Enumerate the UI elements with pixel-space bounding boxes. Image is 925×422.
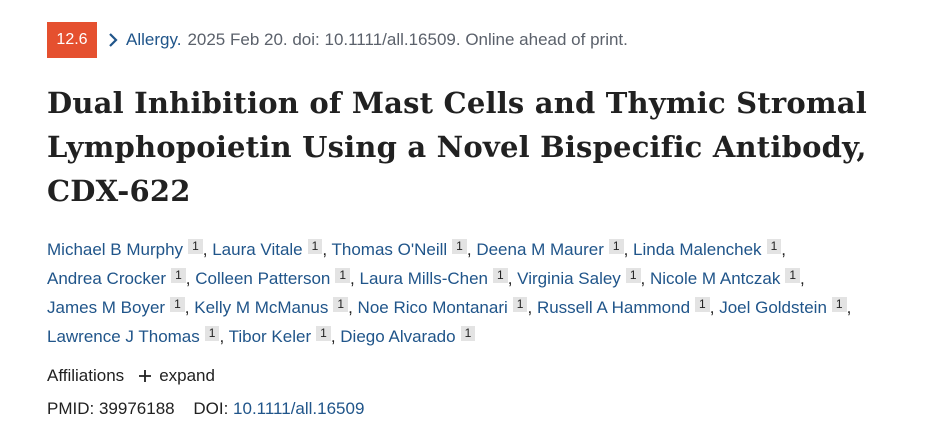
author-item: Michael B Murphy 1, [47, 239, 208, 259]
author-separator: , [322, 240, 328, 259]
author-name-link[interactable]: Michael B Murphy [47, 240, 184, 259]
author-name-link[interactable]: Lawrence J Thomas [47, 327, 200, 346]
author-name-link[interactable]: Thomas O'Neill [331, 240, 448, 259]
affiliation-ref-link[interactable]: 1 [460, 326, 476, 341]
affiliation-ref-link[interactable]: 1 [171, 268, 186, 283]
affiliation-ref-link[interactable]: 1 [493, 268, 508, 283]
author-separator: , [846, 298, 852, 317]
author-item: Noe Rico Montanari 1, [357, 297, 533, 317]
author-separator: , [640, 269, 646, 288]
citation-line: 12.6 Allergy. 2025 Feb 20. doi: 10.1111/… [47, 22, 628, 58]
affiliation-ref-link[interactable]: 1 [333, 297, 349, 312]
citation-details: 2025 Feb 20. doi: 10.1111/all.16509. Onl… [187, 30, 628, 49]
author-separator: , [348, 298, 353, 317]
affiliations-label: Affiliations [47, 366, 125, 385]
author-name-link[interactable]: Noe Rico Montanari [357, 298, 508, 317]
journal-link[interactable]: Allergy. [126, 30, 182, 49]
affiliation-ref-link[interactable]: 1 [512, 297, 528, 312]
author-separator: , [800, 269, 805, 288]
affiliation-ref-link[interactable]: 1 [307, 239, 323, 254]
author-name-link[interactable]: Laura Vitale [212, 240, 303, 259]
author-separator: , [350, 269, 355, 288]
plus-icon [139, 370, 152, 382]
author-item: Lawrence J Thomas 1, [47, 326, 225, 346]
author-name-link[interactable]: Laura Mills-Chen [359, 269, 489, 288]
author-item: Andrea Crocker 1, [47, 268, 191, 288]
author-name-link[interactable]: Diego Alvarado [340, 327, 456, 346]
expand-affiliations-button[interactable]: expand [138, 366, 215, 386]
author-item: Tibor Keler 1, [228, 326, 336, 346]
affiliation-ref-link[interactable]: 1 [785, 268, 801, 283]
author-item: Joel Goldstein 1, [719, 297, 852, 317]
author-name-link[interactable]: Linda Malenchek [633, 240, 762, 259]
author-separator: , [781, 240, 786, 259]
author-separator: , [184, 298, 190, 317]
author-item: Deena M Maurer 1, [476, 239, 629, 259]
author-name-link[interactable]: Joel Goldstein [719, 298, 827, 317]
author-name-link[interactable]: Russell A Hammond [536, 298, 691, 317]
affiliation-ref-link[interactable]: 1 [188, 239, 203, 254]
affiliation-ref-link[interactable]: 1 [625, 268, 641, 283]
author-item: Kelly M McManus 1, [194, 297, 353, 317]
pmid-value: 39976188 [98, 399, 175, 418]
author-item: Colleen Patterson 1, [195, 268, 355, 288]
author-item: Linda Malenchek 1, [633, 239, 786, 259]
author-item: Nicole M Antczak 1, [649, 268, 805, 288]
author-separator: , [185, 269, 191, 288]
author-name-link[interactable]: Andrea Crocker [47, 269, 167, 288]
doi-label: DOI: [193, 399, 229, 418]
impact-factor-badge[interactable]: 12.6 [47, 22, 97, 58]
author-separator: , [527, 298, 533, 317]
author-separator: , [466, 240, 472, 259]
affiliation-ref-link[interactable]: 1 [766, 239, 782, 254]
author-separator: , [623, 240, 629, 259]
author-separator: , [202, 240, 208, 259]
affiliation-ref-link[interactable]: 1 [831, 297, 847, 312]
affiliation-ref-link[interactable]: 1 [316, 326, 331, 341]
author-separator: , [219, 327, 225, 346]
identifiers-row: PMID: 39976188 DOI: 10.1111/all.16509 [47, 399, 364, 419]
author-item: Laura Vitale 1, [212, 239, 328, 259]
author-item: Russell A Hammond 1, [536, 297, 715, 317]
author-name-link[interactable]: James M Boyer [47, 298, 166, 317]
affiliation-ref-link[interactable]: 1 [452, 239, 467, 254]
author-name-link[interactable]: Kelly M McManus [194, 298, 329, 317]
affiliation-ref-link[interactable]: 1 [608, 239, 624, 254]
author-separator: , [330, 327, 336, 346]
pmid-label: PMID: [47, 399, 95, 418]
author-item: Laura Mills-Chen 1, [359, 268, 513, 288]
author-separator: , [709, 298, 715, 317]
article-title: Dual Inhibition of Mast Cells and Thymic… [47, 86, 867, 208]
author-item: Thomas O'Neill 1, [331, 239, 472, 259]
chevron-right-icon[interactable] [107, 31, 121, 49]
author-item: Virginia Saley 1, [517, 268, 646, 288]
expand-label: expand [159, 366, 215, 385]
author-name-link[interactable]: Virginia Saley [517, 269, 621, 288]
author-item: James M Boyer 1, [47, 297, 190, 317]
author-separator: , [507, 269, 513, 288]
doi-link[interactable]: 10.1111/all.16509 [233, 399, 365, 418]
author-name-link[interactable]: Nicole M Antczak [649, 269, 781, 288]
author-name-link[interactable]: Colleen Patterson [195, 269, 331, 288]
affiliation-ref-link[interactable]: 1 [335, 268, 351, 283]
affiliations-row: Affiliations expand [47, 366, 215, 386]
author-list: Michael B Murphy 1, Laura Vitale 1, Thomas… [47, 235, 907, 351]
author-name-link[interactable]: Tibor Keler [228, 327, 312, 346]
affiliation-ref-link[interactable]: 1 [695, 297, 710, 312]
author-item: Diego Alvarado 1 [340, 326, 476, 346]
author-name-link[interactable]: Deena M Maurer [476, 240, 604, 259]
affiliation-ref-link[interactable]: 1 [204, 326, 220, 341]
affiliation-ref-link[interactable]: 1 [170, 297, 185, 312]
